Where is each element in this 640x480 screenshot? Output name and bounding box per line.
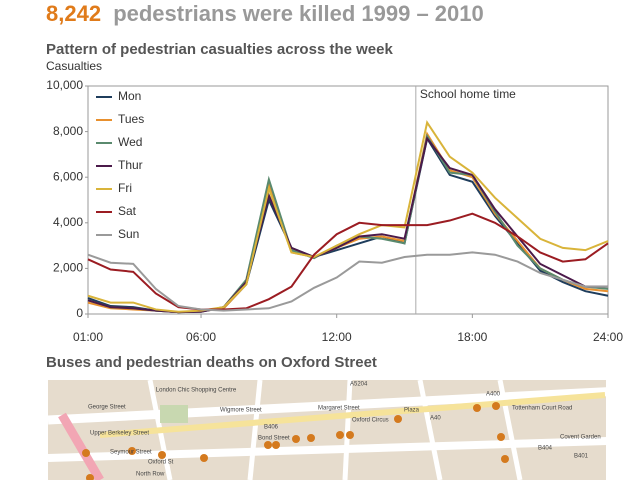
y-tick-label: 6,000: [53, 169, 83, 183]
death-marker: [473, 404, 481, 412]
map: London Chic Shopping Centre A5204 B406 A…: [47, 379, 640, 480]
death-marker: [501, 455, 509, 463]
map-label: B406: [264, 425, 279, 431]
series-line: [87, 136, 608, 314]
death-marker: [158, 451, 166, 459]
map-label: London Chic Shopping Centre: [156, 388, 237, 394]
map-label: Oxford St: [148, 460, 174, 466]
oxford-street: [99, 392, 606, 438]
map-label: B401: [574, 454, 589, 460]
main-road: [58, 412, 104, 480]
y-tick-label: 2,000: [53, 261, 83, 275]
series-line: [87, 135, 609, 314]
map-label: Margaret Street: [318, 406, 360, 412]
legend-label: Mon: [118, 89, 141, 103]
map-label: Upper Berkeley Street: [90, 431, 149, 437]
series-line: [87, 131, 609, 314]
annotation-label: School home time: [420, 87, 516, 101]
map-label: A400: [486, 392, 501, 398]
death-marker: [264, 441, 272, 449]
series-line: [87, 212, 609, 311]
legend-label: Sun: [118, 227, 139, 241]
map-label: Covent Garden: [560, 435, 601, 441]
series-line: [87, 119, 609, 313]
death-marker: [497, 433, 505, 441]
map-label: North Row: [136, 472, 165, 478]
legend-label: Fri: [118, 181, 132, 195]
headline-number: 8,242: [46, 1, 101, 26]
map-label: George Street: [88, 405, 126, 411]
death-marker: [200, 454, 208, 462]
x-tick-label: 18:00: [457, 330, 487, 344]
road: [47, 385, 640, 425]
death-marker: [336, 431, 344, 439]
headline: 8,242 pedestrians were killed 1999 – 201…: [46, 1, 484, 26]
y-tick-label: 4,000: [53, 215, 83, 229]
x-tick-label: 06:00: [186, 330, 216, 344]
x-tick-label: 01:00: [73, 330, 103, 344]
death-marker: [292, 435, 300, 443]
map-label: Seymour Street: [110, 450, 152, 456]
death-marker: [394, 415, 402, 423]
series-line: [87, 251, 608, 312]
legend: Mon Tues Wed Thur Fri Sat Sun: [92, 88, 154, 253]
y-tick-label: 8,000: [53, 124, 83, 138]
death-marker: [82, 449, 90, 457]
y-axis-label: Casualties: [46, 59, 102, 73]
road: [47, 436, 640, 462]
legend-bg: [92, 88, 154, 253]
map-label: Bond Street: [258, 436, 290, 442]
map-label: Plaza: [404, 408, 420, 414]
map-title: Buses and pedestrian deaths on Oxford St…: [46, 354, 377, 371]
x-tick-label: 24:00: [593, 330, 623, 344]
y-tick-label: 0: [76, 306, 83, 320]
headline-text: pedestrians were killed 1999 – 2010: [113, 1, 484, 26]
series-line: [87, 133, 609, 314]
death-markers: [82, 402, 509, 480]
death-marker: [272, 441, 280, 449]
legend-label: Wed: [118, 135, 142, 149]
plot-frame: [87, 85, 609, 315]
y-tick-label: 10,000: [46, 78, 83, 92]
x-tick-label: 12:00: [322, 330, 352, 344]
map-label: A5204: [350, 382, 368, 388]
map-label: Tottenham Court Road: [512, 406, 572, 412]
map-label: Wigmore Street: [220, 408, 262, 414]
map-label: A40: [430, 416, 441, 422]
chart-title: Pattern of pedestrian casualties across …: [46, 41, 393, 58]
map-label: B404: [538, 446, 553, 452]
death-marker: [128, 447, 136, 455]
death-marker: [307, 434, 315, 442]
legend-label: Tues: [118, 112, 144, 126]
death-marker: [492, 402, 500, 410]
legend-label: Sat: [118, 204, 137, 218]
death-marker: [86, 474, 94, 480]
map-label: Oxford Circus: [352, 418, 389, 424]
park: [160, 405, 188, 423]
legend-label: Thur: [118, 158, 143, 172]
death-marker: [346, 431, 354, 439]
